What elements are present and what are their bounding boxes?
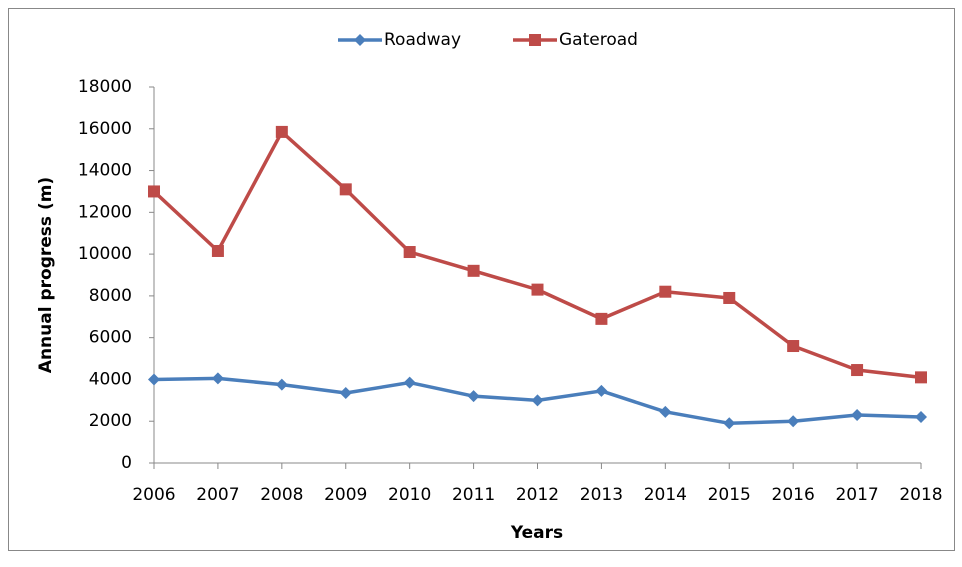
data-point: [275, 125, 288, 138]
data-point: [211, 372, 224, 385]
x-tick-label: 2010: [388, 485, 431, 505]
x-tick-label: 2015: [708, 485, 751, 505]
data-point: [723, 291, 736, 304]
data-point: [723, 417, 736, 430]
y-tick-label: 16000: [78, 119, 132, 139]
y-tick-label: 14000: [78, 161, 132, 181]
x-tick-label: 2011: [452, 485, 495, 505]
data-point: [915, 411, 927, 424]
y-tick-label: 10000: [78, 244, 132, 264]
data-point: [403, 376, 416, 389]
legend-label: Roadway: [384, 30, 461, 50]
data-point: [851, 364, 864, 377]
x-tick-label: 2012: [516, 485, 559, 505]
y-tick-label: 6000: [89, 328, 132, 348]
data-point: [339, 183, 352, 196]
x-tick-label: 2009: [324, 485, 367, 505]
data-point: [915, 371, 927, 384]
y-tick-label: 0: [121, 453, 132, 473]
data-point: [339, 387, 352, 400]
y-tick-label: 4000: [89, 369, 132, 389]
data-point: [467, 264, 480, 277]
data-point: [275, 378, 288, 391]
data-point: [595, 312, 608, 325]
y-axis-title: Annual progress (m): [36, 177, 56, 373]
data-point: [531, 394, 544, 407]
y-tick-label: 2000: [89, 411, 132, 431]
legend-marker: [529, 34, 541, 46]
data-point: [787, 415, 800, 428]
x-tick-label: 2016: [772, 485, 815, 505]
x-tick-label: 2014: [644, 485, 687, 505]
x-axis-title: Years: [510, 523, 563, 543]
x-tick-label: 2013: [580, 485, 623, 505]
data-point: [531, 283, 544, 296]
data-point: [211, 244, 224, 257]
data-point: [787, 340, 800, 353]
x-tick-label: 2017: [835, 485, 878, 505]
x-tick-label: 2007: [196, 485, 239, 505]
x-tick-label: 2006: [132, 485, 175, 505]
data-point: [595, 384, 608, 397]
legend-label: Gateroad: [559, 30, 638, 50]
chart-frame: [8, 8, 955, 551]
data-point: [403, 246, 416, 259]
data-point: [659, 285, 672, 298]
x-tick-label: 2018: [899, 485, 942, 505]
x-tick-label: 2008: [260, 485, 303, 505]
data-point: [851, 408, 864, 421]
data-point: [467, 390, 480, 403]
y-tick-label: 18000: [78, 77, 132, 97]
data-point: [148, 185, 160, 198]
data-point: [148, 373, 160, 386]
legend-marker: [354, 34, 366, 46]
data-point: [659, 405, 672, 418]
y-tick-label: 8000: [89, 286, 132, 306]
y-tick-label: 12000: [78, 202, 132, 222]
